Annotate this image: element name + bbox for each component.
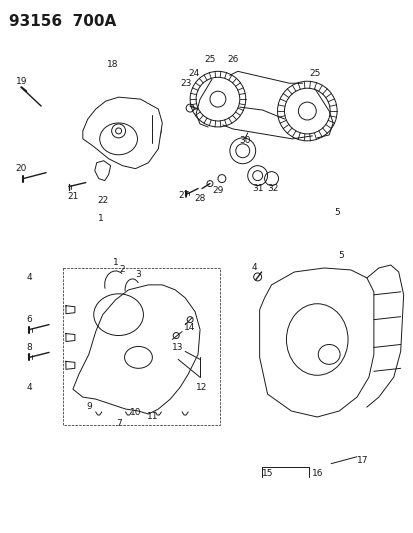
Text: 25: 25 [204,55,215,64]
Polygon shape [83,97,162,168]
Text: 14: 14 [184,323,195,332]
Text: 17: 17 [356,456,368,465]
Text: 9: 9 [86,401,91,410]
Text: 28: 28 [194,194,205,203]
Text: 29: 29 [212,186,223,195]
Text: 21: 21 [67,192,78,201]
Polygon shape [259,268,373,417]
Text: 19: 19 [15,77,27,86]
Polygon shape [95,161,110,181]
Text: 5: 5 [333,208,339,217]
Text: 1: 1 [112,257,118,266]
Text: 4: 4 [251,263,257,272]
Text: 7: 7 [116,419,121,429]
Text: 20: 20 [16,164,27,173]
Text: 26: 26 [227,55,238,64]
Text: 16: 16 [311,469,322,478]
Text: 22: 22 [97,196,108,205]
Text: 32: 32 [266,184,278,193]
Text: 4: 4 [26,273,32,282]
Text: 5: 5 [337,251,343,260]
Text: 6: 6 [26,315,32,324]
Text: 23: 23 [180,79,191,88]
Text: 24: 24 [188,69,199,78]
Text: 2: 2 [119,265,125,274]
Polygon shape [73,285,199,414]
Text: 30: 30 [238,136,250,146]
Text: 25: 25 [309,69,320,78]
Text: 8: 8 [26,343,32,352]
Text: 15: 15 [261,469,273,478]
Text: 11: 11 [146,413,158,422]
Text: 13: 13 [172,343,183,352]
Text: 18: 18 [107,60,118,69]
Text: 93156  700A: 93156 700A [9,14,116,29]
Text: 31: 31 [251,184,263,193]
Text: 3: 3 [135,270,141,279]
Text: 1: 1 [97,214,103,223]
Text: 4: 4 [26,383,32,392]
Text: 27: 27 [178,191,190,200]
Text: 12: 12 [196,383,207,392]
Text: 10: 10 [129,408,141,416]
